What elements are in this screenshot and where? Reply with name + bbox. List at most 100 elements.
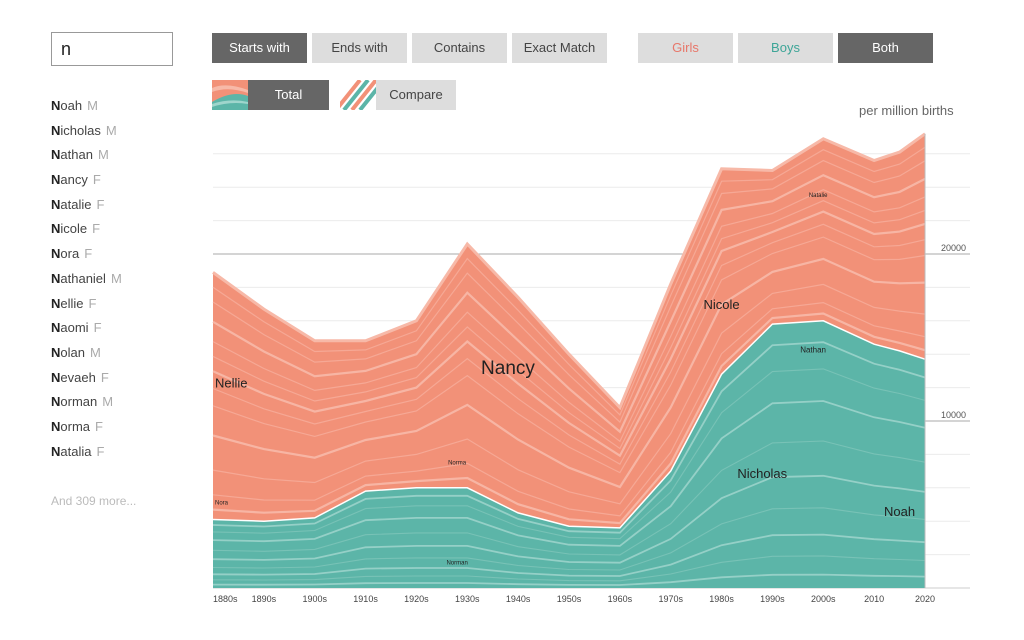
name-sex: F bbox=[88, 295, 97, 311]
both-button[interactable]: Both bbox=[838, 33, 933, 63]
girls-name-band bbox=[212, 200, 926, 450]
girls-name-band bbox=[212, 159, 926, 424]
name-rest: ellie bbox=[60, 295, 84, 311]
name-initial: N bbox=[51, 221, 61, 237]
name-list-item[interactable]: Nellie F bbox=[51, 295, 122, 320]
name-list-item[interactable]: Natalia F bbox=[51, 443, 122, 468]
name-initial: N bbox=[51, 122, 61, 138]
series-label: Nathan bbox=[800, 346, 826, 355]
name-rest: ora bbox=[60, 246, 80, 262]
x-tick-label: 2010 bbox=[864, 594, 884, 604]
x-tick-label: 2000s bbox=[811, 594, 836, 604]
name-initial: N bbox=[51, 295, 61, 311]
name-list: Noah M Nicholas M Nathan M Nancy F Natalie F Nicol… bbox=[51, 97, 122, 467]
name-sex: M bbox=[87, 98, 98, 113]
name-list-item[interactable]: Nevaeh F bbox=[51, 369, 122, 394]
x-tick-label: 1900s bbox=[302, 594, 327, 604]
unit-label: per million births bbox=[859, 103, 954, 118]
x-tick-label: 1920s bbox=[404, 594, 429, 604]
name-rest: evaeh bbox=[60, 369, 96, 385]
name-sex: M bbox=[102, 394, 114, 410]
girls-name-band bbox=[212, 189, 926, 443]
name-list-item[interactable]: Noah M bbox=[51, 97, 122, 122]
girls-button[interactable]: Girls bbox=[638, 33, 733, 63]
name-sex: M bbox=[110, 270, 122, 286]
name-list-item[interactable]: Natalie F bbox=[51, 196, 122, 221]
name-sex: F bbox=[96, 196, 105, 212]
boys-name-band bbox=[212, 555, 926, 582]
name-initial: N bbox=[51, 147, 61, 163]
name-sex: F bbox=[93, 320, 102, 336]
series-label: Nicholas bbox=[737, 466, 787, 481]
name-list-item[interactable]: Nathaniel M bbox=[51, 270, 122, 295]
name-rest: athaniel bbox=[60, 270, 106, 286]
contains-button[interactable]: Contains bbox=[412, 33, 507, 63]
series-label: Natalie bbox=[809, 193, 828, 199]
name-rest: icholas bbox=[60, 122, 101, 138]
total-mode-button[interactable]: Total bbox=[212, 80, 329, 110]
series-label: Noah bbox=[884, 504, 915, 519]
name-list-item[interactable]: Nancy F bbox=[51, 171, 122, 196]
name-rest: aomi bbox=[60, 320, 89, 336]
boys-button[interactable]: Boys bbox=[738, 33, 833, 63]
compare-mode-label: Compare bbox=[376, 80, 456, 110]
x-tick-label: 1950s bbox=[557, 594, 582, 604]
name-initial: N bbox=[51, 196, 61, 212]
x-tick-label: 1890s bbox=[252, 594, 277, 604]
name-list-item[interactable]: Nicholas M bbox=[51, 122, 122, 147]
name-sex: F bbox=[100, 369, 109, 385]
name-list-item[interactable]: Nora F bbox=[51, 245, 122, 270]
name-list-item[interactable]: Nicole F bbox=[51, 220, 122, 245]
name-sex: F bbox=[84, 246, 93, 262]
name-initial: N bbox=[51, 98, 61, 113]
total-mode-icon bbox=[212, 80, 248, 110]
series-label: Nicole bbox=[704, 297, 740, 312]
total-mode-label: Total bbox=[248, 80, 329, 110]
starts-with-button[interactable]: Starts with bbox=[212, 33, 307, 63]
name-list-item[interactable]: Nathan M bbox=[51, 146, 122, 171]
name-rest: olan bbox=[60, 344, 85, 360]
boys-name-band bbox=[212, 474, 926, 564]
name-initial: N bbox=[51, 172, 61, 188]
name-initial: N bbox=[51, 418, 61, 434]
x-tick-label: 1980s bbox=[709, 594, 734, 604]
name-list-item[interactable]: Norman M bbox=[51, 393, 122, 418]
girls-name-band bbox=[212, 312, 926, 525]
boys-name-band bbox=[212, 400, 926, 547]
boys-name-band bbox=[212, 341, 926, 534]
name-sex: M bbox=[97, 147, 109, 163]
y-tick-label: 20000 bbox=[941, 243, 966, 253]
name-rest: atalia bbox=[60, 443, 92, 459]
name-list-item[interactable]: Naomi F bbox=[51, 319, 122, 344]
name-sex: F bbox=[92, 221, 101, 237]
x-tick-label: 1970s bbox=[658, 594, 683, 604]
name-initial: N bbox=[51, 320, 61, 336]
search-input[interactable] bbox=[51, 32, 173, 66]
name-rest: oah bbox=[60, 98, 83, 113]
name-rest: atalie bbox=[60, 196, 92, 212]
girls-name-band bbox=[212, 301, 926, 517]
x-tick-label: 1940s bbox=[506, 594, 531, 604]
compare-mode-button[interactable]: Compare bbox=[340, 80, 456, 110]
girls-name-band bbox=[212, 283, 926, 505]
girls-name-band bbox=[212, 146, 926, 416]
boys-name-band bbox=[212, 573, 926, 586]
name-rest: orman bbox=[60, 394, 98, 410]
name-sex: F bbox=[95, 418, 103, 434]
name-list-item[interactable]: Norma F bbox=[51, 418, 122, 443]
name-initial: N bbox=[51, 369, 61, 385]
girls-boys-divider bbox=[212, 320, 926, 529]
name-initial: N bbox=[51, 246, 61, 262]
exact-match-button[interactable]: Exact Match bbox=[512, 33, 607, 63]
name-list-item[interactable]: Nolan M bbox=[51, 344, 122, 369]
name-rest: orma bbox=[60, 418, 91, 434]
name-sex: F bbox=[92, 172, 101, 188]
ends-with-button[interactable]: Ends with bbox=[312, 33, 407, 63]
name-rest: icole bbox=[60, 221, 88, 237]
series-label: Norma bbox=[448, 460, 467, 466]
series-label: Nellie bbox=[215, 376, 248, 391]
series-label: Nora bbox=[215, 501, 229, 507]
more-names-link[interactable]: And 309 more... bbox=[51, 494, 137, 508]
boys-name-band bbox=[212, 368, 926, 540]
